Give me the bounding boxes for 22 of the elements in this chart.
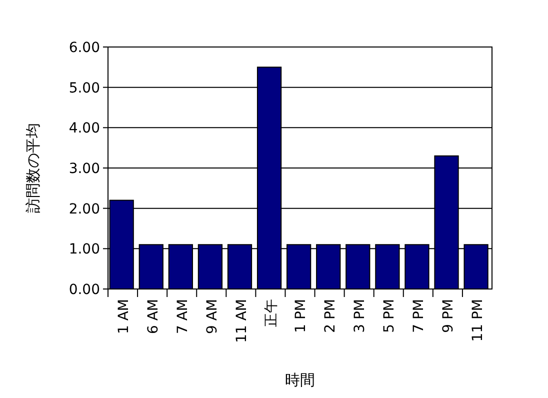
x-tick-label: 6 AM [145, 299, 162, 334]
x-tick-label: 7 PM [411, 299, 428, 333]
x-tick-label: 5 PM [382, 299, 398, 333]
x-tick-label: 9 PM [440, 299, 457, 333]
x-tick-label: 3 PM [352, 299, 368, 333]
y-tick-label: 2.00 [68, 201, 100, 218]
x-tick-label: 11 AM [234, 299, 250, 343]
y-tick-label: 3.00 [68, 161, 100, 177]
y-tick-label: 1.00 [68, 242, 100, 258]
x-tick-label: 9 AM [204, 299, 220, 334]
y-tick-label: 5.00 [68, 80, 100, 96]
y-tick-label: 0.00 [68, 282, 100, 298]
y-tick-label: 4.00 [68, 120, 100, 137]
x-tick-label: 11 PM [470, 299, 486, 342]
x-tick-label: 2 PM [322, 299, 339, 333]
x-tick-label: 正午 [263, 299, 280, 327]
x-tick-label: 1 PM [293, 299, 309, 333]
y-tick-label: 6.00 [68, 40, 100, 56]
x-axis-title: 時間 [285, 371, 315, 389]
y-axis-title: 訪問数の平均 [24, 123, 42, 213]
x-tick-label: 7 AM [174, 299, 191, 334]
x-tick-label: 1 AM [116, 299, 132, 334]
